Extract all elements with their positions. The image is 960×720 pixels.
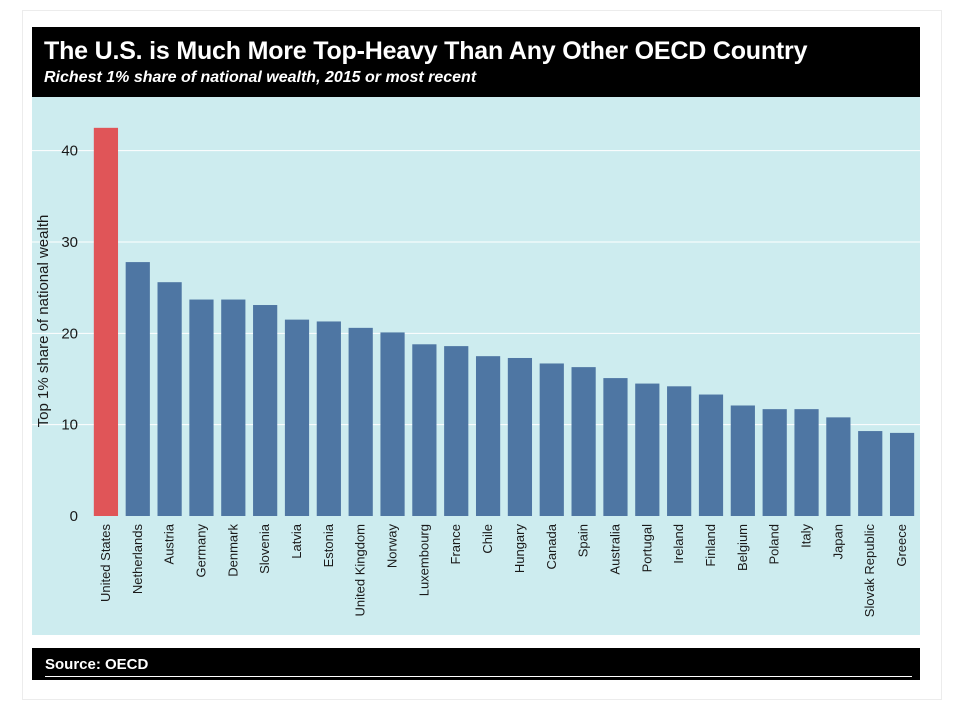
y-axis-ticks: 0 10 20 30 40 [61, 143, 78, 525]
x-tick-label: Finland [703, 524, 718, 567]
y-tick-label: 30 [61, 234, 78, 251]
bar [316, 321, 341, 516]
x-tick-label: Belgium [735, 524, 750, 571]
x-tick-label: United States [98, 524, 113, 603]
x-tick-label: Latvia [289, 523, 304, 558]
footer-rule [45, 676, 912, 677]
bar [189, 299, 214, 516]
chart-footer: Source: OECD [32, 648, 920, 680]
bar [93, 127, 119, 516]
bar [475, 356, 501, 516]
bar [348, 327, 373, 516]
x-tick-label: Denmark [225, 524, 240, 577]
x-tick-label: Austria [162, 523, 177, 564]
bar-chart: 0 10 20 30 40 United States Netherlands Austri… [32, 127, 920, 617]
bar [507, 357, 533, 516]
x-axis-ticks: United States Netherlands Austria Germany De… [98, 523, 909, 617]
x-tick-label: United Kingdom [353, 524, 368, 617]
chart-header: The U.S. is Much More Top-Heavy Than Any… [32, 27, 920, 97]
chart-title: The U.S. is Much More Top-Heavy Than Any… [44, 37, 808, 65]
x-tick-label: Spain [576, 524, 591, 557]
bar [221, 299, 246, 516]
x-tick-label: Italy [799, 524, 814, 548]
chart-subtitle: Richest 1% share of national wealth, 201… [44, 69, 477, 86]
x-tick-label: Portugal [639, 524, 654, 573]
y-axis-title: Top 1% share of national wealth [35, 215, 52, 428]
bar [794, 409, 819, 516]
bar [412, 344, 437, 516]
bar [125, 262, 150, 516]
x-tick-label: Ireland [671, 524, 686, 564]
source-note: Source: OECD [45, 656, 149, 673]
bar [889, 432, 915, 516]
y-tick-label: 40 [61, 143, 78, 160]
x-tick-label: Germany [193, 524, 208, 578]
x-tick-label: Netherlands [130, 524, 145, 595]
bar [380, 332, 405, 516]
bar [157, 282, 182, 516]
x-tick-label: France [448, 524, 463, 564]
bar [762, 409, 787, 516]
bar [698, 394, 724, 516]
x-tick-label: Greece [894, 524, 909, 567]
x-tick-label: Slovenia [257, 523, 272, 574]
x-tick-label: Chile [480, 524, 495, 554]
bars [93, 127, 915, 516]
y-tick-label: 20 [61, 325, 78, 342]
bar [730, 405, 755, 516]
y-tick-label: 0 [70, 508, 78, 525]
bar [667, 386, 692, 516]
bar [539, 363, 564, 516]
x-tick-label: Estonia [321, 523, 336, 567]
bar [603, 378, 628, 516]
x-tick-label: Australia [607, 523, 622, 574]
x-tick-label: Canada [544, 523, 559, 569]
x-tick-label: Norway [385, 524, 400, 569]
x-tick-label: Poland [767, 524, 782, 564]
bar [635, 383, 660, 516]
bar [444, 346, 469, 516]
x-tick-label: Hungary [512, 524, 527, 574]
y-tick-label: 10 [61, 417, 78, 434]
bar [284, 319, 310, 516]
bar [826, 417, 851, 516]
x-tick-label: Slovak Republic [862, 524, 877, 618]
bar [571, 367, 596, 516]
x-tick-label: Luxembourg [416, 524, 431, 596]
x-tick-label: Japan [830, 524, 845, 559]
bar [858, 431, 883, 516]
bar [253, 305, 278, 516]
